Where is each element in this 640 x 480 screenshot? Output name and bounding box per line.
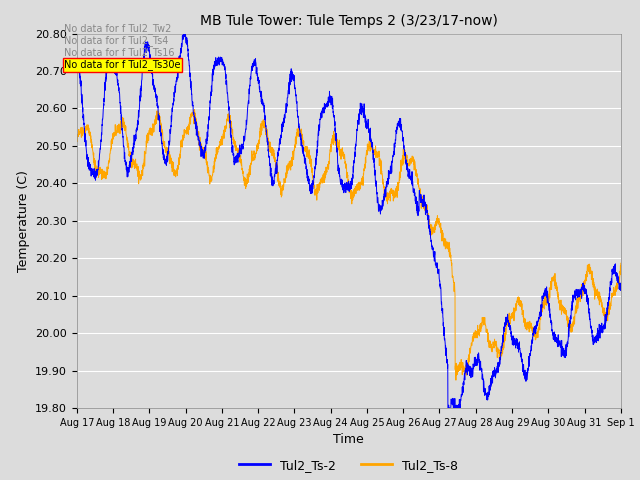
Text: No data for f Tul2_Ts16: No data for f Tul2_Ts16 [64,47,175,58]
Legend: Tul2_Ts-2, Tul2_Ts-8: Tul2_Ts-2, Tul2_Ts-8 [234,454,463,477]
Text: No data for f Tul2_Ts4: No data for f Tul2_Ts4 [64,35,168,46]
Title: MB Tule Tower: Tule Temps 2 (3/23/17-now): MB Tule Tower: Tule Temps 2 (3/23/17-now… [200,14,498,28]
Text: No data for f Tul2_Ts30e: No data for f Tul2_Ts30e [64,59,180,70]
X-axis label: Time: Time [333,433,364,446]
Y-axis label: Temperature (C): Temperature (C) [17,170,29,272]
Text: No data for f Tul2_Tw2: No data for f Tul2_Tw2 [64,23,172,34]
